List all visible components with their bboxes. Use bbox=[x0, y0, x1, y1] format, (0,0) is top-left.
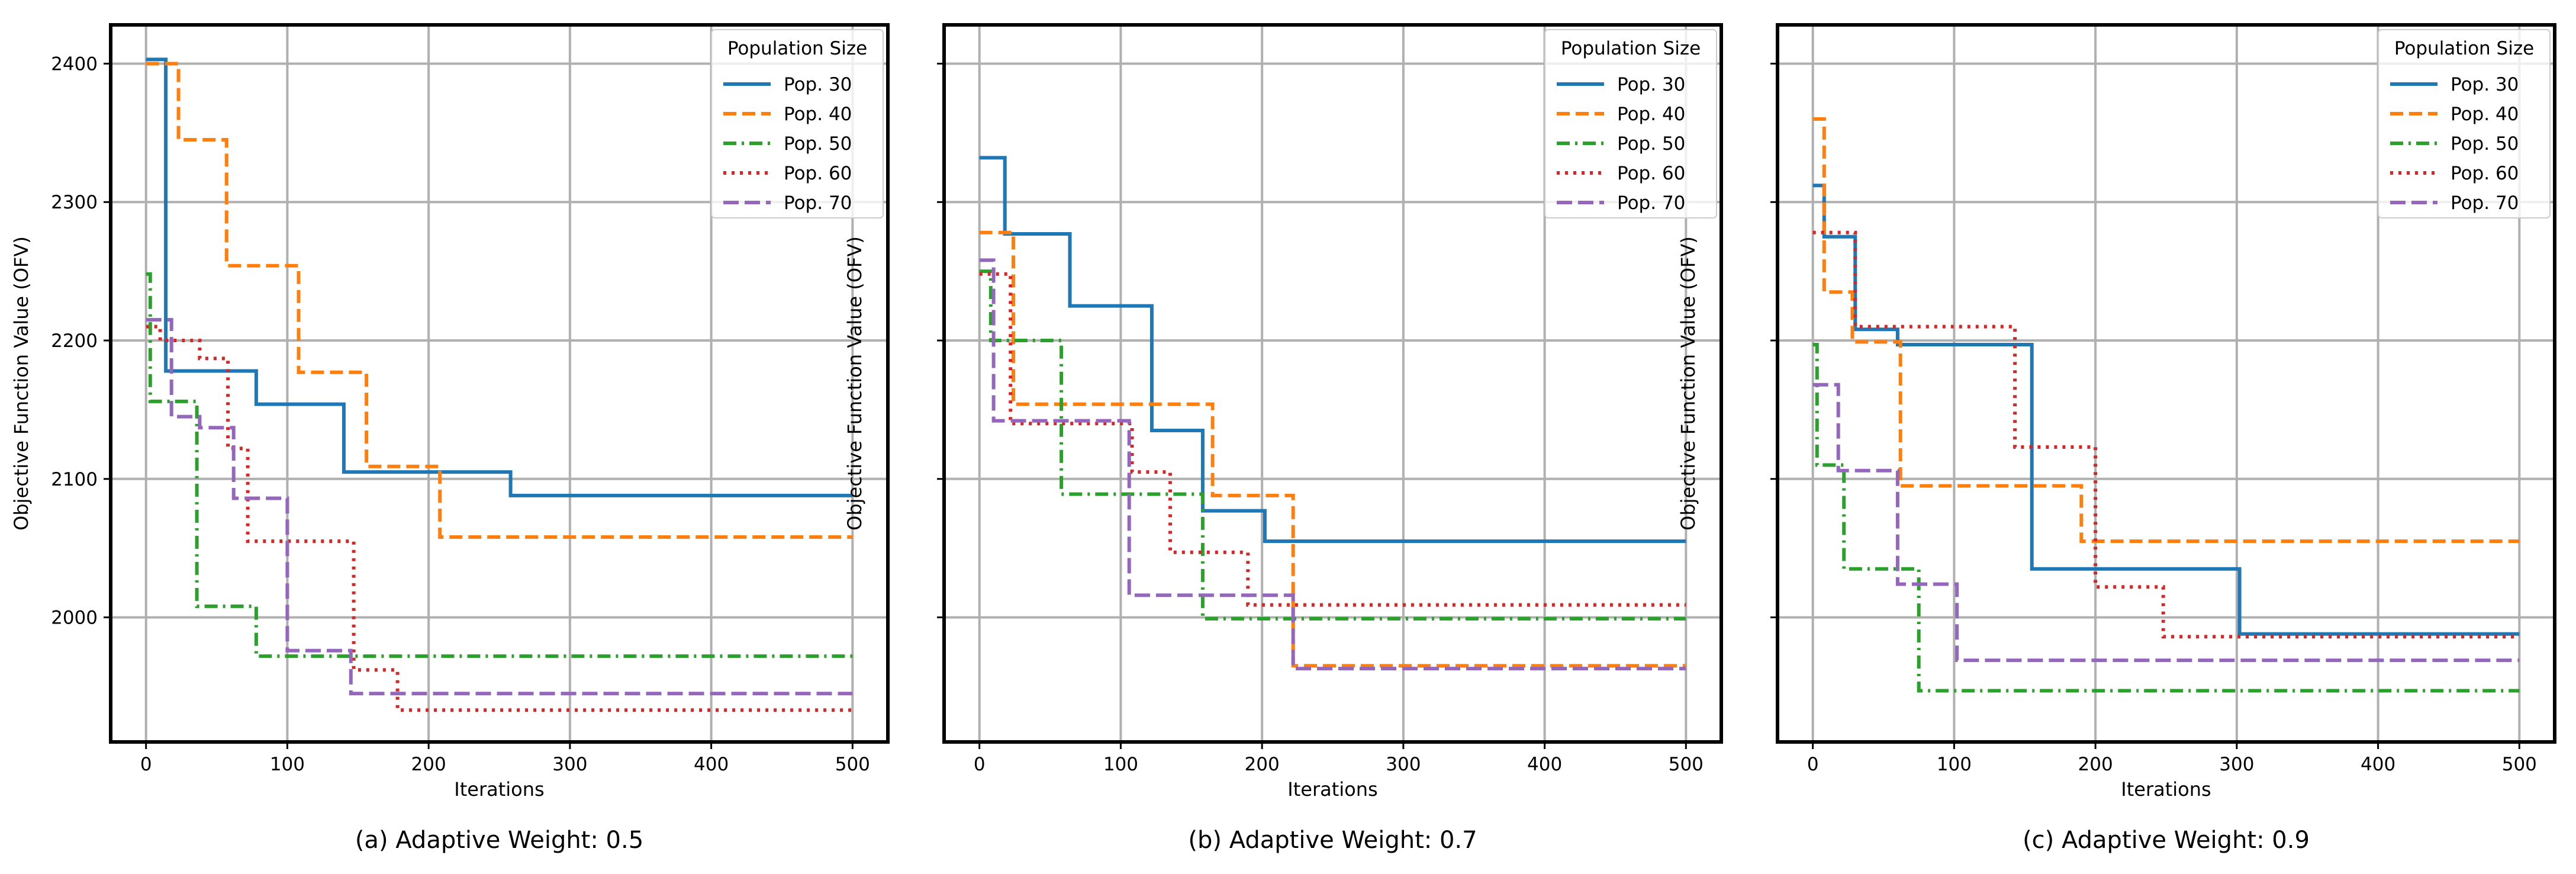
legend-title: Population Size bbox=[727, 38, 867, 59]
y-tick-label: 2400 bbox=[51, 53, 98, 75]
x-axis-label: Iterations bbox=[1287, 778, 1377, 801]
plot-frame bbox=[1776, 23, 2556, 744]
series-line-pop-50 bbox=[979, 269, 1686, 621]
x-tick-label: 200 bbox=[411, 754, 446, 775]
x-tick-label: 500 bbox=[835, 754, 870, 775]
series-line-pop-30 bbox=[1812, 184, 2520, 636]
x-tick-label: 400 bbox=[2361, 754, 2395, 775]
x-tick-label: 500 bbox=[1669, 754, 1704, 775]
series-group bbox=[146, 57, 853, 712]
legend-label: Pop. 60 bbox=[784, 163, 852, 184]
y-tick-label: 2200 bbox=[51, 330, 98, 352]
legend-label: Pop. 50 bbox=[2451, 133, 2519, 155]
x-tick-label: 200 bbox=[1245, 754, 1280, 775]
legend: Population Size Pop. 30 Pop. 40 Pop. 50 Pop.… bbox=[1544, 29, 1717, 218]
x-tick-label: 200 bbox=[2078, 754, 2113, 775]
legend-label: Pop. 40 bbox=[1617, 104, 1685, 125]
panel-caption: (c) Adaptive Weight: 0.9 bbox=[2023, 827, 2310, 854]
plot-frame bbox=[942, 23, 1723, 744]
y-axis-label: Objective Function Value (OFV) bbox=[843, 236, 866, 531]
x-tick-label: 100 bbox=[270, 754, 305, 775]
series-line-pop-30 bbox=[146, 57, 853, 497]
legend-label: Pop. 70 bbox=[784, 192, 852, 214]
x-axis-label: Iterations bbox=[454, 778, 544, 801]
panel-caption: (b) Adaptive Weight: 0.7 bbox=[1188, 827, 1477, 854]
legend: Population Size Pop. 30 Pop. 40 Pop. 50 Pop.… bbox=[2378, 29, 2551, 218]
legend-label: Pop. 40 bbox=[784, 104, 852, 125]
legend-box bbox=[2378, 29, 2551, 218]
plot-frame bbox=[109, 23, 890, 744]
legend-label: Pop. 40 bbox=[2451, 104, 2519, 125]
y-axis-label: Objective Function Value (OFV) bbox=[10, 236, 33, 531]
legend-label: Pop. 70 bbox=[2451, 192, 2519, 214]
legend: Population Size Pop. 30 Pop. 40 Pop. 50 Pop.… bbox=[711, 29, 884, 218]
series-line-pop-70 bbox=[1812, 383, 2520, 663]
x-tick-label: 500 bbox=[2502, 754, 2537, 775]
legend-box bbox=[711, 29, 884, 218]
y-tick-label: 2300 bbox=[51, 192, 98, 213]
legend-label: Pop. 70 bbox=[1617, 192, 1685, 214]
chart-panel-2: 0 100 200 300 400 500 Iterations Objective Func… bbox=[1677, 23, 2556, 854]
legend-label: Pop. 30 bbox=[2451, 74, 2519, 95]
chart-panel-0: 0 100 200 300 400 500 2000 2100 2200 2300 2400 Iter… bbox=[10, 23, 890, 854]
x-tick-label: 0 bbox=[1807, 754, 1819, 775]
legend-label: Pop. 50 bbox=[784, 133, 852, 155]
legend-label: Pop. 30 bbox=[784, 74, 852, 95]
chart-panel-1: 0 100 200 300 400 500 Iterations Objective Func… bbox=[843, 23, 1723, 854]
x-tick-label: 400 bbox=[1527, 754, 1562, 775]
legend-label: Pop. 60 bbox=[1617, 163, 1685, 184]
x-tick-label: 0 bbox=[140, 754, 152, 775]
x-tick-label: 300 bbox=[552, 754, 587, 775]
x-tick-label: 400 bbox=[694, 754, 729, 775]
x-tick-label: 0 bbox=[974, 754, 986, 775]
series-line-pop-40 bbox=[146, 62, 853, 539]
series-line-pop-30 bbox=[979, 156, 1686, 543]
series-group bbox=[1812, 117, 2520, 693]
series-line-pop-40 bbox=[1812, 117, 2520, 543]
x-tick-label: 300 bbox=[1386, 754, 1421, 775]
series-line-pop-70 bbox=[979, 258, 1686, 671]
y-axis-label: Objective Function Value (OFV) bbox=[1677, 236, 1699, 531]
series-line-pop-60 bbox=[1812, 230, 2520, 639]
series-group bbox=[979, 156, 1686, 671]
series-line-pop-50 bbox=[1812, 343, 2520, 693]
legend-label: Pop. 50 bbox=[1617, 133, 1685, 155]
series-line-pop-70 bbox=[146, 318, 853, 696]
series-line-pop-60 bbox=[979, 272, 1686, 607]
x-axis-label: Iterations bbox=[2121, 778, 2211, 801]
series-line-pop-40 bbox=[979, 230, 1686, 668]
panel-caption: (a) Adaptive Weight: 0.5 bbox=[355, 827, 643, 854]
legend-title: Population Size bbox=[2394, 38, 2534, 59]
x-tick-label: 100 bbox=[1103, 754, 1138, 775]
legend-label: Pop. 60 bbox=[2451, 163, 2519, 184]
y-tick-label: 2100 bbox=[51, 469, 98, 490]
x-tick-label: 100 bbox=[1937, 754, 1972, 775]
legend-title: Population Size bbox=[1561, 38, 1701, 59]
legend-label: Pop. 30 bbox=[1617, 74, 1685, 95]
x-tick-label: 300 bbox=[2219, 754, 2254, 775]
y-tick-label: 2000 bbox=[51, 608, 98, 629]
series-line-pop-60 bbox=[146, 324, 853, 712]
series-line-pop-50 bbox=[146, 272, 853, 658]
legend-box bbox=[1544, 29, 1717, 218]
